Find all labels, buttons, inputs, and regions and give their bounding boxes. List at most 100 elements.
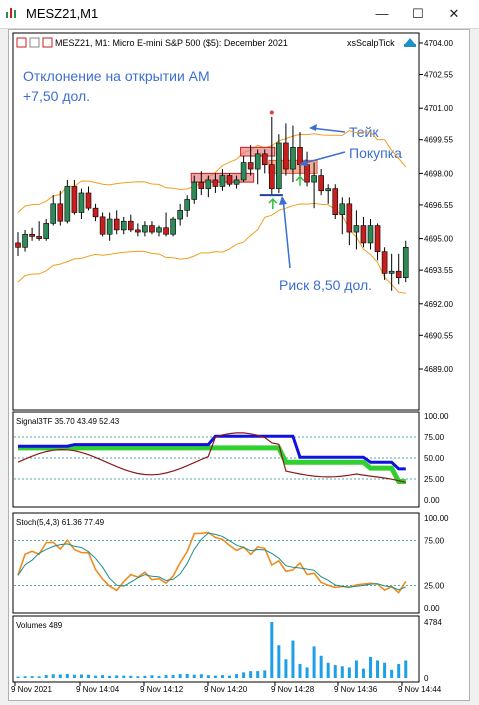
candle-body — [226, 175, 233, 185]
stoch-axis-label: 0.00 — [424, 604, 440, 613]
volume-bar — [136, 676, 140, 678]
candle-body — [395, 270, 402, 279]
buy-arrow-head — [299, 159, 308, 166]
stoch-axis-label: 25.00 — [424, 582, 445, 591]
one-click-trading-icons[interactable] — [16, 37, 53, 48]
candle-body — [402, 246, 409, 279]
candle-body — [219, 175, 226, 187]
volume-bar — [87, 674, 90, 678]
deviation-annotation-line1: Отклонение на открытии АМ — [23, 68, 210, 84]
candle-body — [36, 236, 42, 239]
volume-bar — [30, 676, 34, 678]
candle-body — [381, 251, 388, 274]
volume-bar — [72, 674, 76, 678]
candle-body — [360, 225, 367, 244]
volume-bar — [213, 675, 217, 678]
risk-arrow-head — [279, 196, 287, 205]
minimize-button[interactable]: — — [375, 6, 389, 21]
volume-bar — [65, 674, 69, 678]
signal-green-line — [18, 445, 406, 484]
candle-body — [57, 203, 64, 222]
candle-body — [346, 203, 353, 233]
volume-bar — [354, 660, 358, 678]
risk-annotation: Риск 8,50 дол. — [279, 277, 372, 293]
candle-body — [276, 142, 282, 189]
candle-body — [304, 164, 310, 183]
volume-bar — [44, 674, 48, 678]
candle-body — [43, 223, 50, 239]
volume-bar — [16, 676, 20, 678]
time-tick-label: 9 Nov 14:20 — [204, 685, 248, 694]
risk-arrow — [282, 197, 291, 269]
volume-bar — [122, 675, 126, 678]
candle-body — [318, 175, 324, 192]
volume-indicator-label: Volumes 489 — [16, 621, 63, 630]
signal-axis-label: 75.00 — [424, 433, 445, 442]
time-tick-label: 9 Nov 14:12 — [140, 685, 184, 694]
price-tick-label: 4693.55 — [424, 266, 453, 275]
volume-bar — [129, 675, 133, 678]
price-tick-label: 4692.00 — [424, 300, 453, 309]
volume-bar — [383, 662, 387, 678]
candle-body — [212, 179, 219, 187]
volume-bar — [340, 666, 344, 678]
buy-arrow-marker — [295, 175, 305, 186]
candle-body — [290, 147, 296, 170]
volume-bar — [298, 663, 302, 678]
candle-body — [15, 242, 21, 248]
volume-bar — [220, 675, 224, 678]
volume-bar — [23, 676, 27, 678]
chart-window[interactable]: MESZ21, M1: Micro E-mini S&P 500 ($5): D… — [8, 29, 470, 701]
candle-body — [297, 147, 303, 166]
price-tick-label: 4695.00 — [424, 235, 453, 244]
candle-body — [99, 216, 106, 235]
volume-bar — [178, 674, 182, 678]
take-arrow — [310, 127, 346, 133]
volume-bar — [37, 676, 41, 678]
candle-body — [170, 218, 176, 235]
volume-bar — [228, 675, 231, 678]
price-tick-label: 4698.00 — [424, 169, 453, 178]
stoch-signal-line — [17, 532, 406, 591]
volume-bar — [284, 659, 288, 678]
volume-bar — [397, 663, 401, 678]
volume-bar — [249, 671, 253, 678]
signal-indicator-label: Signal3TF 35.70 43.49 52.43 — [16, 417, 120, 426]
candle-body — [254, 153, 261, 170]
time-tick-label: 9 Nov 14:44 — [398, 685, 442, 694]
candle-body — [339, 203, 346, 215]
price-tick-label: 4689.00 — [424, 365, 453, 374]
candle-body — [71, 186, 78, 213]
signal-panel — [12, 411, 420, 508]
maximize-button[interactable]: ☐ — [412, 6, 424, 21]
time-tick-label: 9 Nov 14:36 — [334, 685, 378, 694]
volume-bar — [263, 670, 267, 678]
signal-dot-marker — [269, 110, 274, 115]
volume-bar — [185, 673, 189, 678]
candle-body — [177, 210, 183, 220]
chart-canvas[interactable]: MESZ21, M1: Micro E-mini S&P 500 ($5): D… — [9, 30, 469, 700]
buy-arrow — [300, 151, 346, 165]
chart-app-icon — [6, 8, 16, 18]
volume-bar — [270, 622, 274, 678]
close-button[interactable]: ✕ — [448, 6, 460, 21]
volume-bar — [312, 646, 316, 678]
candle-body — [142, 225, 148, 233]
candle-body — [135, 229, 141, 233]
volume-bar — [171, 675, 175, 678]
signal-blue-line — [18, 434, 406, 471]
candle-body — [325, 188, 332, 192]
volume-bar — [333, 665, 337, 678]
volume-bar — [79, 674, 83, 678]
price-tick-label: 4696.55 — [424, 201, 453, 210]
candle-body — [198, 181, 205, 189]
volume-bar — [157, 676, 161, 678]
volume-bar — [199, 674, 203, 678]
candle-body — [261, 153, 268, 166]
expert-advisor-name: xsScalpTick — [347, 38, 395, 48]
price-tick-label: 4702.55 — [424, 71, 453, 80]
candle-body — [388, 270, 395, 274]
volume-bar — [256, 671, 260, 678]
volume-bar — [101, 675, 105, 678]
candle-body — [128, 220, 134, 231]
